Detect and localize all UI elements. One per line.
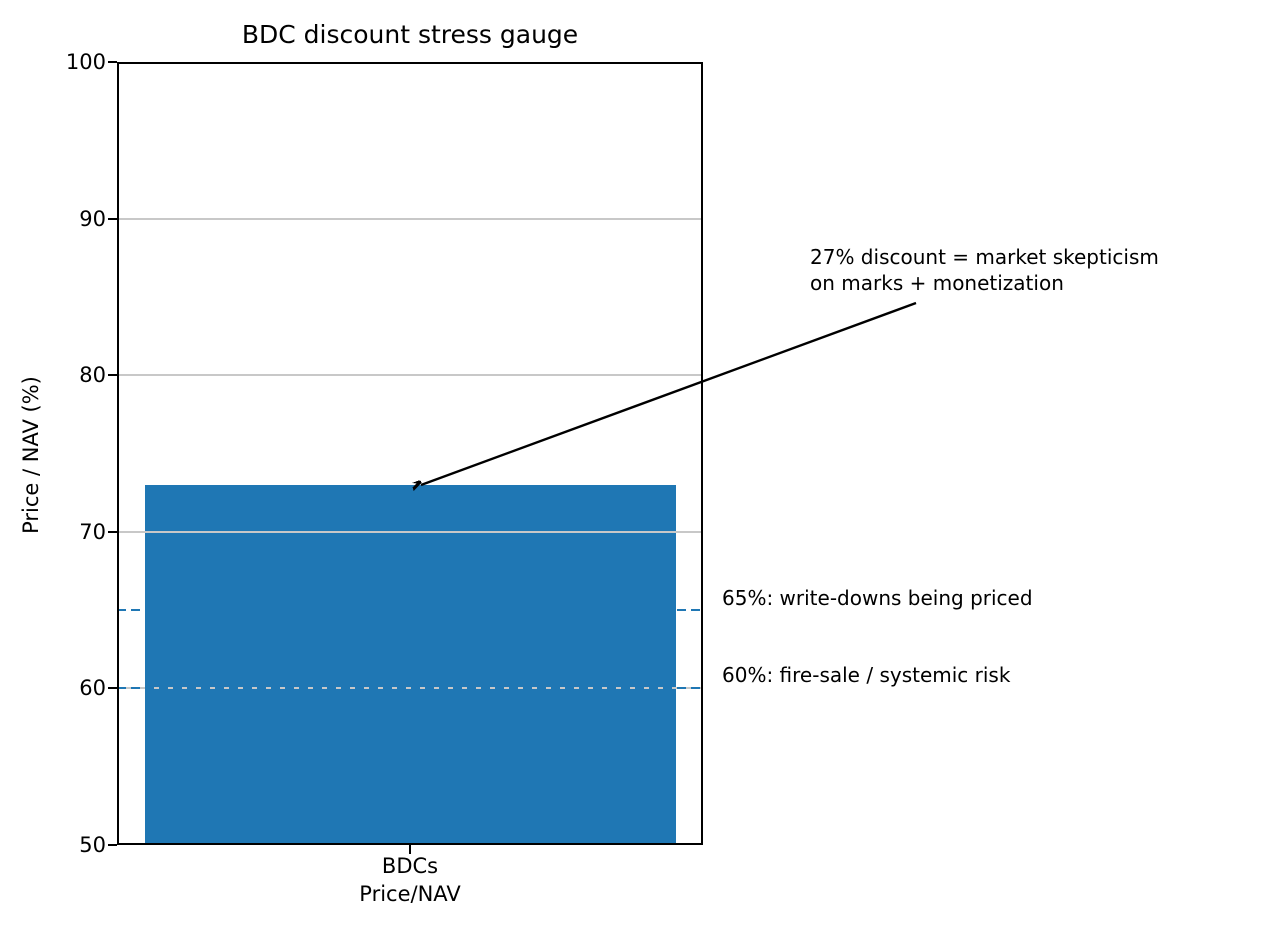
xtick-label-line2: Price/NAV	[359, 882, 461, 906]
bar-bdcs-price-nav	[145, 484, 677, 845]
reference-label-60: 60%: fire-sale / systemic risk	[722, 663, 1011, 687]
ytick-100	[108, 61, 117, 63]
reference-line-65	[117, 609, 703, 612]
plot-area	[117, 62, 703, 845]
gridline-70	[117, 530, 703, 533]
ytick-label-80: 80	[79, 363, 106, 387]
reference-line-60	[117, 687, 703, 690]
annotation-line1: 27% discount = market skepticism	[810, 245, 1159, 269]
chart-title: BDC discount stress gauge	[241, 20, 579, 49]
ytick-label-70: 70	[79, 520, 106, 544]
ytick-80	[108, 374, 117, 376]
ytick-90	[108, 218, 117, 220]
ytick-label-90: 90	[79, 207, 106, 231]
ytick-70	[108, 531, 117, 533]
gridline-80	[117, 374, 703, 377]
ytick-label-100: 100	[65, 50, 106, 74]
annotation-line2: on marks + monetization	[810, 271, 1064, 295]
gridline-90	[117, 217, 703, 220]
ytick-label-60: 60	[79, 676, 106, 700]
y-axis-label: Price / NAV (%)	[19, 376, 43, 534]
ytick-60	[108, 687, 117, 689]
xtick-label-line1: BDCs	[381, 854, 439, 878]
annotation-text: 27% discount = market skepticism on mark…	[810, 244, 1159, 296]
reference-label-65: 65%: write-downs being priced	[722, 586, 1033, 610]
ytick-label-50: 50	[79, 833, 106, 857]
ytick-50	[108, 844, 117, 846]
xtick-bdcs	[409, 845, 411, 854]
xtick-label-bdcs: BDCs Price/NAV	[117, 852, 703, 908]
